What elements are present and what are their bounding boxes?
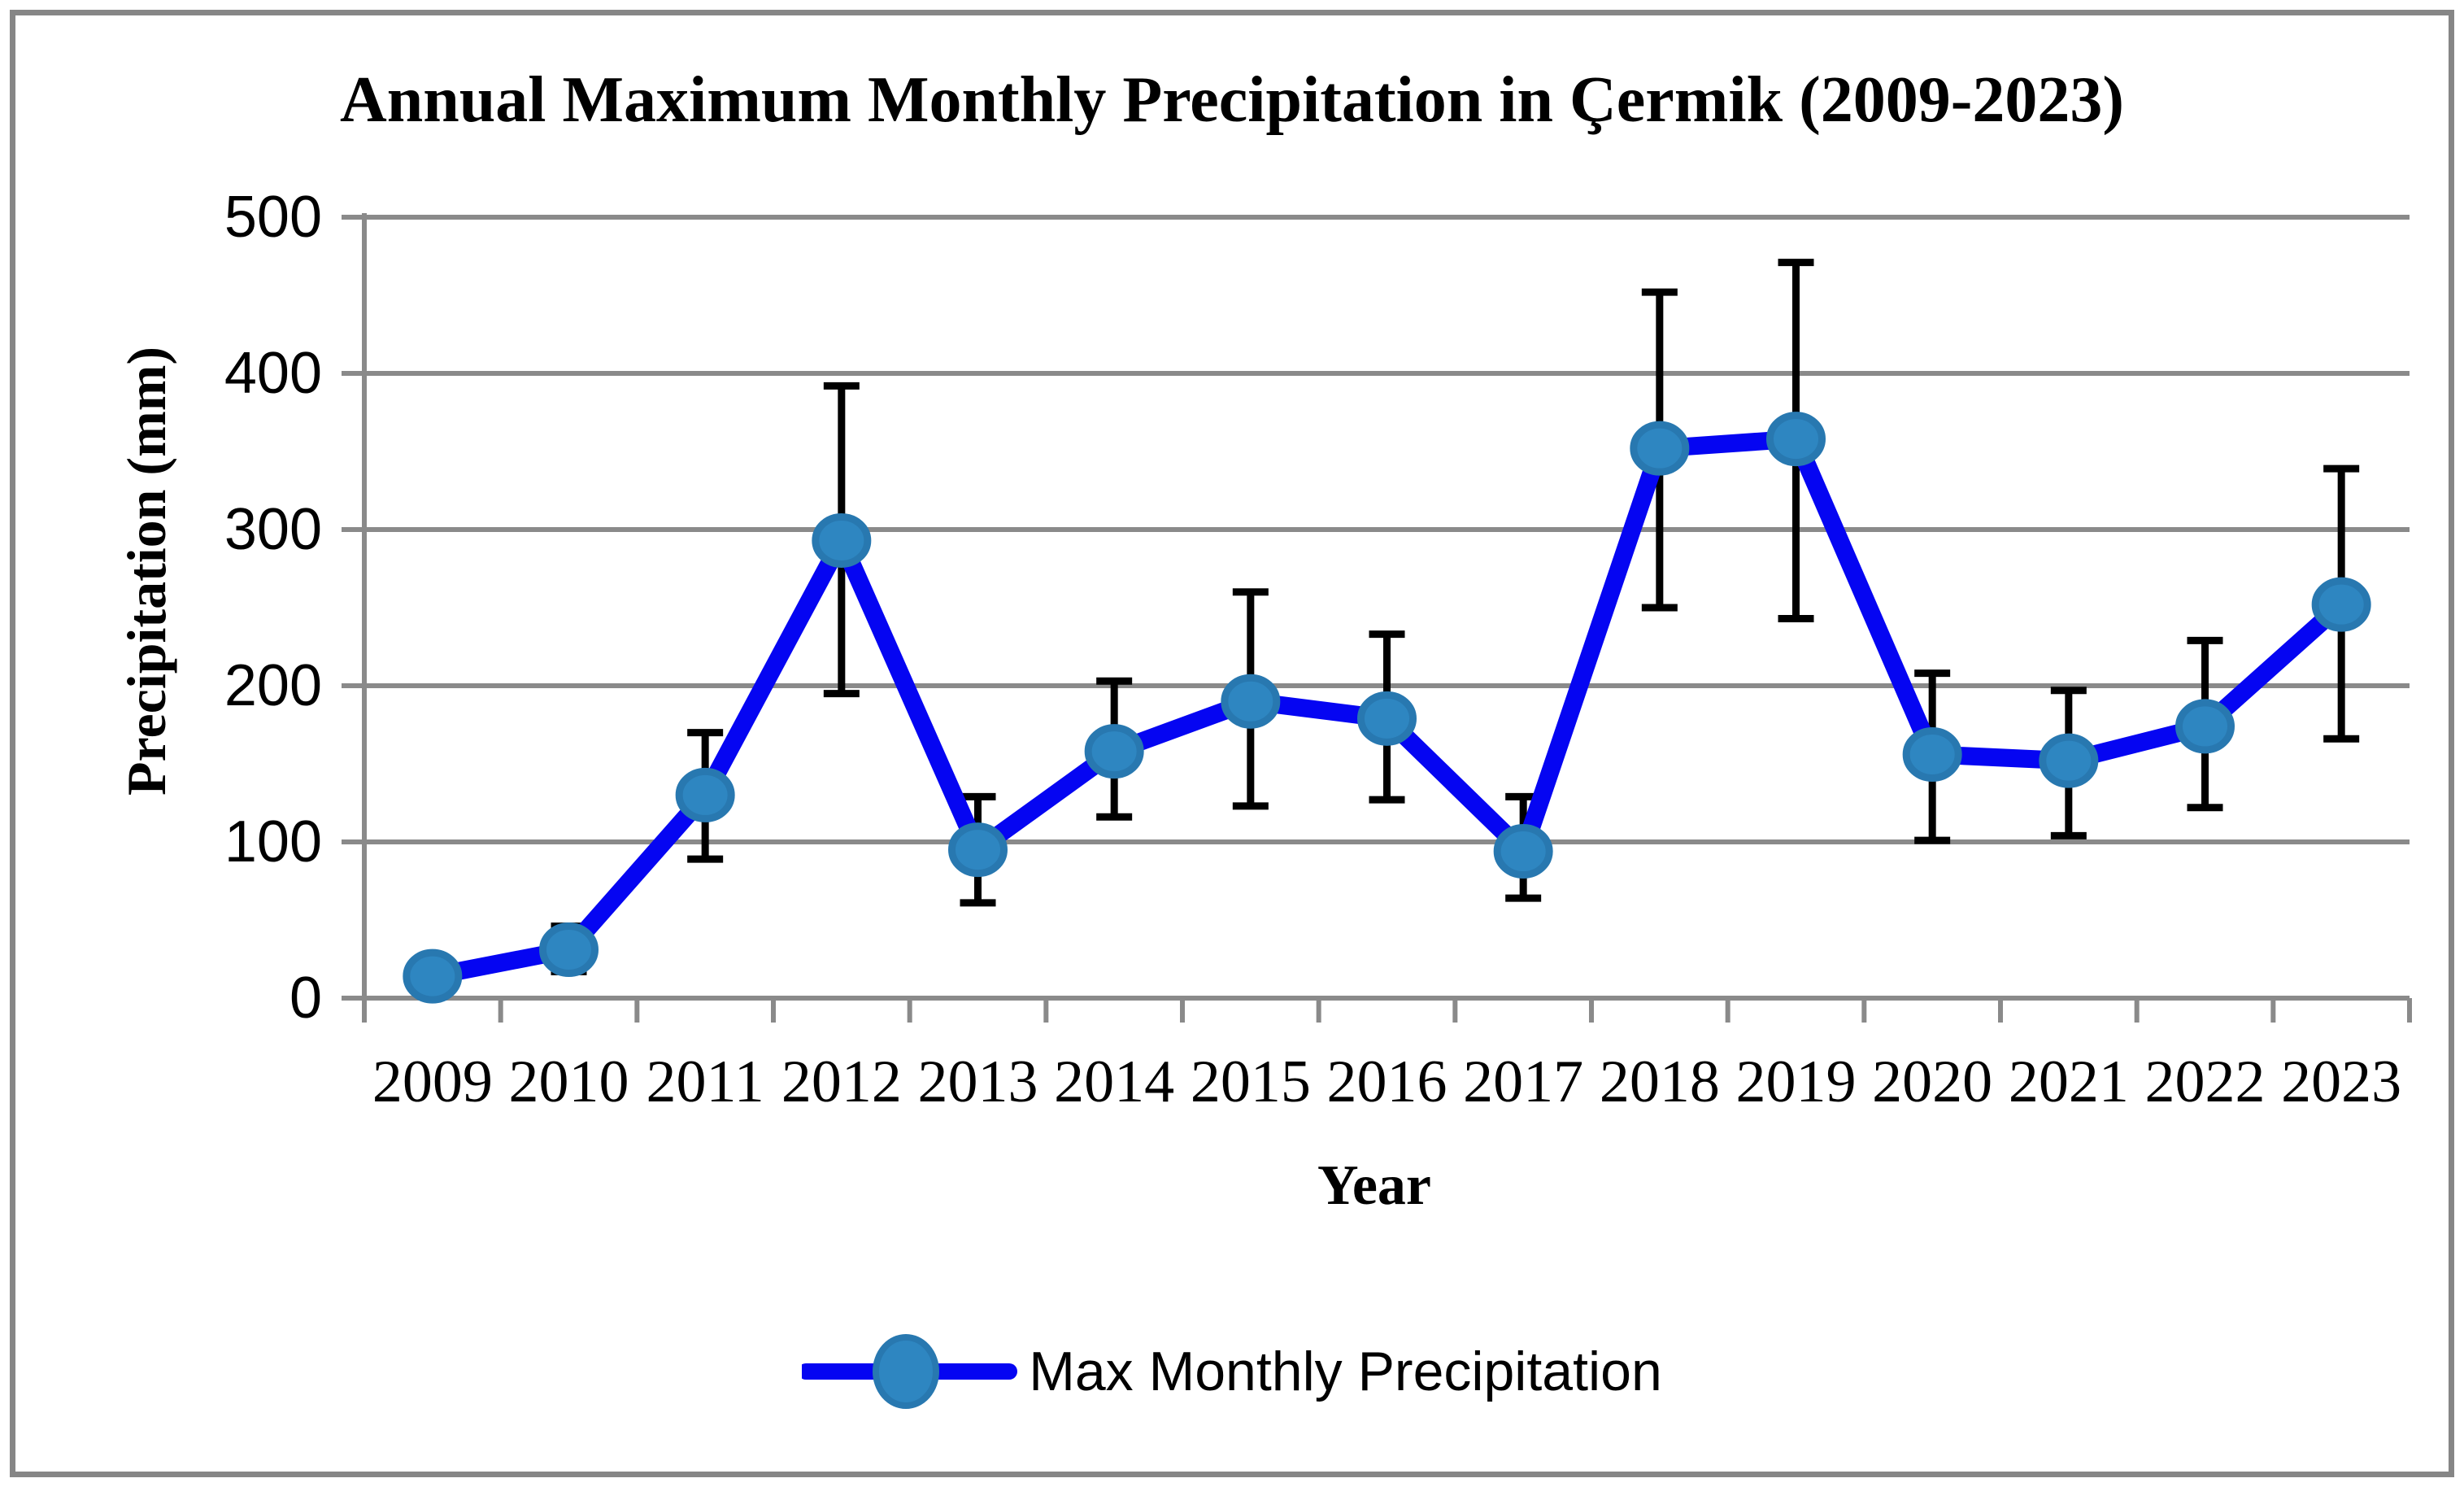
data-point-marker (1357, 691, 1417, 746)
data-point-marker (2175, 699, 2235, 754)
x-tick-label: 2017 (1463, 1049, 1583, 1115)
x-tick-label: 2013 (918, 1049, 1038, 1115)
y-tick-label: 500 (224, 185, 322, 250)
data-point-marker (1630, 421, 1690, 476)
x-tick-label: 2011 (646, 1049, 764, 1115)
data-point-marker (2311, 577, 2371, 632)
data-point-marker (812, 512, 872, 568)
y-tick-label: 400 (224, 341, 322, 406)
x-tick-label: 2010 (509, 1049, 629, 1115)
data-point-marker (1084, 724, 1144, 779)
data-point-marker (1902, 726, 1962, 782)
data-point-marker (539, 922, 599, 977)
x-tick-label: 2020 (1872, 1049, 1992, 1115)
chart-title: Annual Maximum Monthly Precipitation in … (339, 64, 2125, 136)
y-tick-label: 300 (224, 497, 322, 562)
x-tick-label: 2021 (2009, 1049, 2129, 1115)
y-tick-label: 0 (289, 966, 322, 1031)
x-axis-title: Year (1317, 1154, 1431, 1217)
x-tick-label: 2022 (2145, 1049, 2266, 1115)
x-tick-label: 2009 (372, 1049, 493, 1115)
data-point-marker (948, 822, 1008, 878)
data-point-marker (403, 948, 463, 1004)
data-point-marker (1221, 674, 1281, 729)
data-point-marker (2039, 733, 2099, 788)
data-point-marker (1766, 412, 1826, 467)
x-tick-label: 2016 (1327, 1049, 1447, 1115)
x-tick-label: 2012 (781, 1049, 902, 1115)
legend-label: Max Monthly Precipitation (1029, 1341, 1662, 1402)
data-point-marker (1493, 824, 1553, 879)
x-tick-label: 2014 (1054, 1049, 1174, 1115)
legend: Max Monthly Precipitation (0, 1332, 2464, 1411)
data-point-marker (675, 767, 735, 822)
x-tick-label: 2019 (1736, 1049, 1857, 1115)
legend-marker (873, 1334, 940, 1409)
x-tick-label: 2015 (1191, 1049, 1311, 1115)
y-tick-label: 100 (224, 809, 322, 874)
y-tick-label: 200 (224, 653, 322, 718)
legend-marker-swatch (802, 1334, 1018, 1409)
x-tick-label: 2018 (1600, 1049, 1720, 1115)
x-tick-label: 2023 (2281, 1049, 2401, 1115)
